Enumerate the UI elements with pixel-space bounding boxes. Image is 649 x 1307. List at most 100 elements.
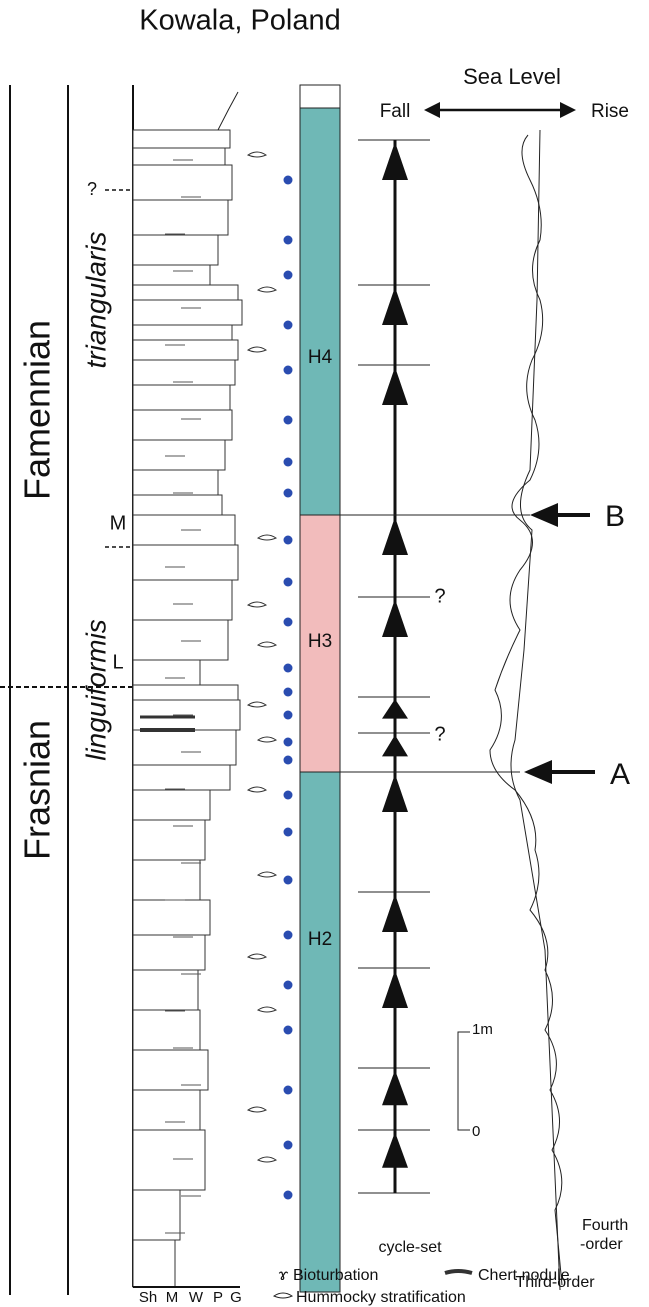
zone-marker: M	[110, 512, 127, 534]
bed	[132, 579, 233, 621]
grain-label: P	[213, 1289, 223, 1306]
title: Kowala, Poland	[139, 5, 341, 37]
event-label: B	[605, 500, 625, 533]
curve-label: -order	[580, 1236, 623, 1253]
bed	[132, 284, 239, 301]
bed	[132, 1239, 176, 1288]
bed	[132, 1009, 201, 1051]
dot	[283, 488, 293, 498]
dots	[283, 175, 293, 1200]
horizon-label: H3	[308, 631, 332, 652]
dot	[283, 1085, 293, 1095]
dot	[283, 710, 293, 720]
cycle-arrow	[382, 970, 408, 1008]
bed	[132, 659, 201, 686]
bed	[132, 164, 233, 201]
dot	[283, 737, 293, 747]
dot	[283, 980, 293, 990]
dot	[283, 790, 293, 800]
dot	[283, 663, 293, 673]
bed	[132, 384, 231, 411]
cycle-arrow	[382, 1132, 408, 1168]
grain-label: Sh	[139, 1289, 157, 1306]
dot	[283, 457, 293, 467]
dot	[283, 827, 293, 837]
zone: linguiformis	[80, 619, 111, 761]
dot	[283, 755, 293, 765]
strat-column	[132, 129, 278, 1288]
bed	[132, 1129, 206, 1191]
dot	[283, 365, 293, 375]
hummocky	[256, 871, 278, 878]
bed	[132, 934, 206, 971]
hummocky	[246, 701, 268, 708]
hummocky	[256, 1156, 278, 1163]
hummocky	[256, 736, 278, 743]
bed	[132, 789, 211, 821]
cycle-arrow	[382, 599, 408, 637]
dot	[283, 577, 293, 587]
fall: Fall	[380, 101, 411, 122]
hummocky	[246, 601, 268, 608]
bed	[132, 494, 223, 516]
cycles	[358, 139, 430, 1194]
sea-level: Sea Level	[463, 64, 561, 89]
hummocky	[256, 641, 278, 648]
zone: triangularis	[80, 232, 111, 369]
event-arrow	[524, 760, 552, 784]
cycle-query: ?	[434, 585, 445, 607]
chert-symbol	[444, 1269, 473, 1275]
hummocky	[256, 534, 278, 541]
hummocky	[246, 953, 268, 960]
zone-marker: ?	[87, 179, 97, 199]
horizon-bar	[299, 514, 341, 773]
bed	[132, 1049, 209, 1091]
hummocky	[246, 1106, 268, 1113]
cycle-arrow	[382, 699, 408, 719]
cycle-arrow	[382, 894, 408, 932]
bed	[132, 129, 231, 149]
grain-label: G	[230, 1289, 242, 1306]
grain-label: M	[166, 1289, 179, 1306]
cycle-arrow	[382, 517, 408, 555]
arrow-head	[424, 102, 576, 118]
hummocky	[256, 286, 278, 293]
cycle-arrow	[382, 735, 408, 757]
bed	[132, 899, 211, 936]
stage: Frasnian	[17, 720, 58, 860]
bioturbation-symbol: ɤ	[278, 1267, 289, 1284]
cycle-arrow	[382, 774, 408, 812]
event-arrow	[530, 503, 558, 527]
column-top	[217, 91, 239, 131]
bed	[132, 969, 199, 1011]
bed	[132, 199, 229, 236]
bed	[132, 409, 233, 441]
bed	[132, 299, 243, 326]
bed	[132, 359, 236, 386]
third-order-curve	[510, 129, 561, 1291]
curve-label: Fourth	[582, 1217, 628, 1234]
dot	[283, 875, 293, 885]
legend-label: Bioturbation	[293, 1267, 378, 1284]
dot	[283, 1025, 293, 1035]
hummocky	[246, 786, 268, 793]
dot	[283, 930, 293, 940]
scale-label: 1m	[472, 1021, 493, 1038]
legend-label: Hummocky stratification	[296, 1289, 466, 1306]
bed	[132, 147, 226, 166]
hummocky	[246, 151, 268, 158]
cycle-arrow	[382, 287, 408, 325]
horizon-bar	[299, 84, 341, 109]
dot	[283, 235, 293, 245]
bed	[132, 684, 239, 701]
horizon-label: H2	[308, 929, 332, 950]
curve-label: Third-order	[515, 1274, 595, 1291]
hummocky	[256, 1006, 278, 1013]
scale-label: 0	[472, 1123, 480, 1140]
bed	[132, 324, 233, 341]
dot	[283, 1190, 293, 1200]
bed	[132, 544, 239, 581]
bed	[132, 439, 226, 471]
dot	[283, 270, 293, 280]
